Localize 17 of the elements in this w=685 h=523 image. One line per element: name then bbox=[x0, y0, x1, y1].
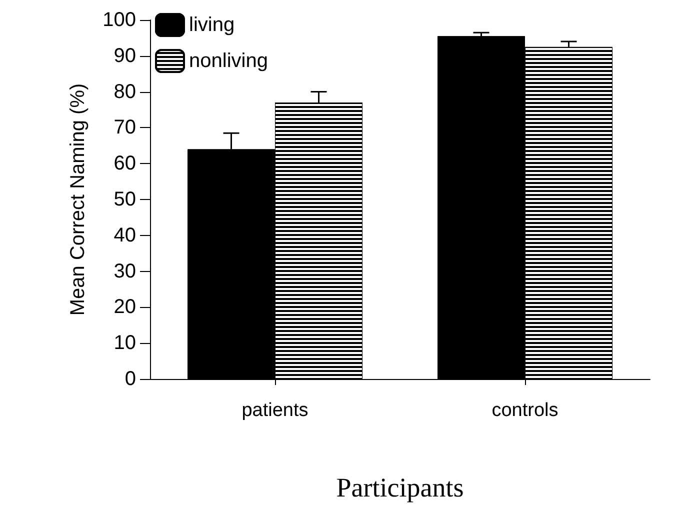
y-tick-label: 70 bbox=[114, 116, 136, 139]
y-tick-label: 40 bbox=[114, 224, 136, 246]
legend-label: nonliving bbox=[189, 50, 268, 72]
x-tick-label: patients bbox=[242, 400, 308, 421]
y-tick-label: 100 bbox=[102, 9, 136, 31]
legend-label: living bbox=[189, 14, 235, 36]
x-axis-title: Participants bbox=[336, 472, 464, 502]
y-tick-label: 60 bbox=[114, 152, 136, 175]
y-tick-label: 30 bbox=[114, 260, 136, 282]
x-tick-label: controls bbox=[492, 400, 558, 421]
y-tick-label: 0 bbox=[124, 368, 136, 390]
y-axis-title: Mean Correct Naming (%) bbox=[67, 83, 89, 316]
y-tick-label: 90 bbox=[114, 44, 136, 67]
y-tick-label: 50 bbox=[114, 188, 136, 210]
y-tick-label: 10 bbox=[114, 332, 136, 354]
y-tick-label: 20 bbox=[114, 296, 136, 318]
y-tick-label: 80 bbox=[114, 80, 136, 103]
